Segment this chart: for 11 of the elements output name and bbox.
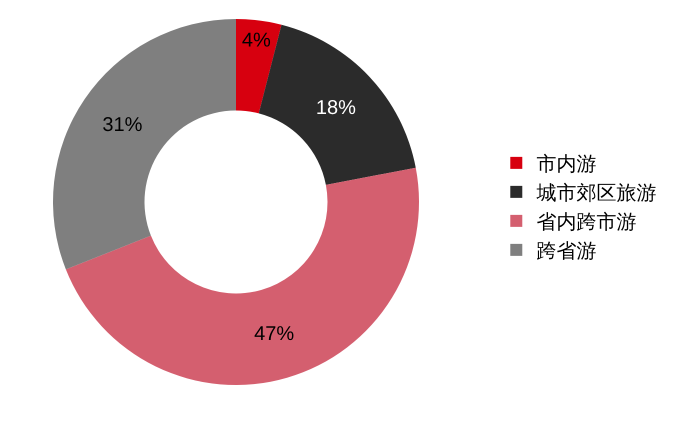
data-label: 4% [242,30,271,52]
donut-slice [53,19,236,270]
legend-label: 省内跨市游 [536,212,636,234]
legend-label: 城市郊区旅游 [535,182,656,205]
donut-slice [236,19,282,114]
legend-label: 市内游 [536,154,596,176]
data-label: 31% [102,114,143,136]
data-label: 18% [316,97,356,120]
legend-label: 跨省游 [536,240,596,263]
donut-slice [66,168,419,385]
data-label: 47% [254,322,294,345]
